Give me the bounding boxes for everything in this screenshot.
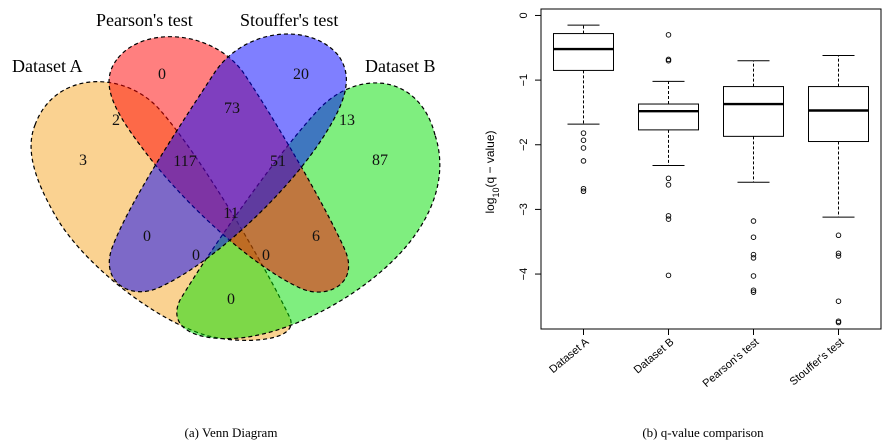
venn-count-a-stouffer: 0 xyxy=(143,228,151,245)
outlier-point xyxy=(580,158,587,164)
outlier-point xyxy=(580,145,587,151)
box-dataset-b xyxy=(638,32,699,279)
venn-label-dataset-a: Dataset A xyxy=(12,56,82,76)
outlier-point xyxy=(580,188,587,195)
box-pearson-s-test xyxy=(723,60,784,295)
outlier-point xyxy=(750,273,757,279)
x-tick-label: Dataset B xyxy=(632,336,677,376)
outlier-point xyxy=(750,234,757,240)
venn-count-a-pearson-stouffer: 117 xyxy=(173,153,196,170)
boxplot: 0 −1 −2 −3 −4 Dataset A Dataset B Pearson's te… xyxy=(483,8,882,440)
boxplot-caption: (b) q-value comparison xyxy=(642,425,764,440)
outlier-point xyxy=(750,289,757,295)
outlier-point xyxy=(750,287,757,293)
venn-count-all: 11 xyxy=(223,205,238,222)
x-tick-label: Pearson's test xyxy=(701,336,762,390)
outlier-point xyxy=(665,272,672,279)
plot-frame xyxy=(540,8,882,330)
outlier-point xyxy=(580,130,587,136)
venn-count-a-pearson-b: 0 xyxy=(262,247,270,264)
y-tick-label: −4 xyxy=(518,268,530,281)
outlier-point xyxy=(835,319,842,326)
venn-count-pearson-only: 0 xyxy=(158,66,166,83)
x-tick-label: Stouffer's test xyxy=(788,336,847,388)
outlier-point xyxy=(835,232,842,239)
outlier-point xyxy=(750,218,757,224)
y-tick-label: 0 xyxy=(518,12,530,18)
box-iqr xyxy=(553,33,614,71)
venn-set-stouffers-test xyxy=(108,33,347,293)
box-dataset-a xyxy=(553,24,614,195)
x-tick-label: Dataset A xyxy=(547,336,592,376)
x-axis-labels: Dataset A Dataset B Pearson's test Stouffer… xyxy=(547,329,846,390)
box-iqr xyxy=(723,86,784,137)
box-iqr xyxy=(808,86,869,143)
y-tick-label: −1 xyxy=(518,74,530,87)
venn-count-a-pearson: 2 xyxy=(112,112,120,129)
box-stouffer-s-test xyxy=(808,55,869,326)
boxes xyxy=(553,24,869,326)
venn-caption: (a) Venn Diagram xyxy=(185,425,278,440)
venn-count-stouffer-b: 13 xyxy=(339,112,355,129)
outlier-point xyxy=(750,255,757,261)
venn-count-stouffer-only: 20 xyxy=(293,66,309,83)
outlier-point xyxy=(835,253,842,259)
y-tick-label: −2 xyxy=(518,138,530,151)
outlier-point xyxy=(750,251,757,258)
venn-diagram: Dataset A Pearson's test Stouffer's test… xyxy=(12,10,441,440)
box-iqr xyxy=(638,103,699,131)
outlier-point xyxy=(665,182,672,188)
outlier-point xyxy=(835,298,842,304)
outlier-point xyxy=(835,250,842,257)
outlier-point xyxy=(580,185,587,192)
venn-label-stouffers-test: Stouffer's test xyxy=(240,10,338,30)
y-axis-label: log10(q − value) xyxy=(483,130,501,213)
outlier-point xyxy=(665,216,672,222)
venn-count-a-stouffer-b: 0 xyxy=(192,247,200,264)
y-axis: 0 −1 −2 −3 −4 xyxy=(518,12,541,280)
venn-count-pearson-b: 6 xyxy=(312,228,320,245)
outlier-point xyxy=(665,32,672,38)
venn-count-a-b: 0 xyxy=(227,291,235,308)
venn-count-b-only: 87 xyxy=(372,152,388,169)
outlier-point xyxy=(580,137,587,143)
y-tick-label: −3 xyxy=(518,203,530,216)
venn-count-a-only: 3 xyxy=(79,152,87,169)
outlier-point xyxy=(665,175,672,182)
outlier-point xyxy=(665,57,672,64)
venn-count-pearson-stouffer-b: 51 xyxy=(270,153,286,170)
outlier-point xyxy=(665,213,672,219)
venn-label-dataset-b: Dataset B xyxy=(365,56,435,76)
venn-count-pearson-stouffer: 73 xyxy=(224,100,240,117)
venn-label-pearsons-test: Pearson's test xyxy=(96,10,193,30)
